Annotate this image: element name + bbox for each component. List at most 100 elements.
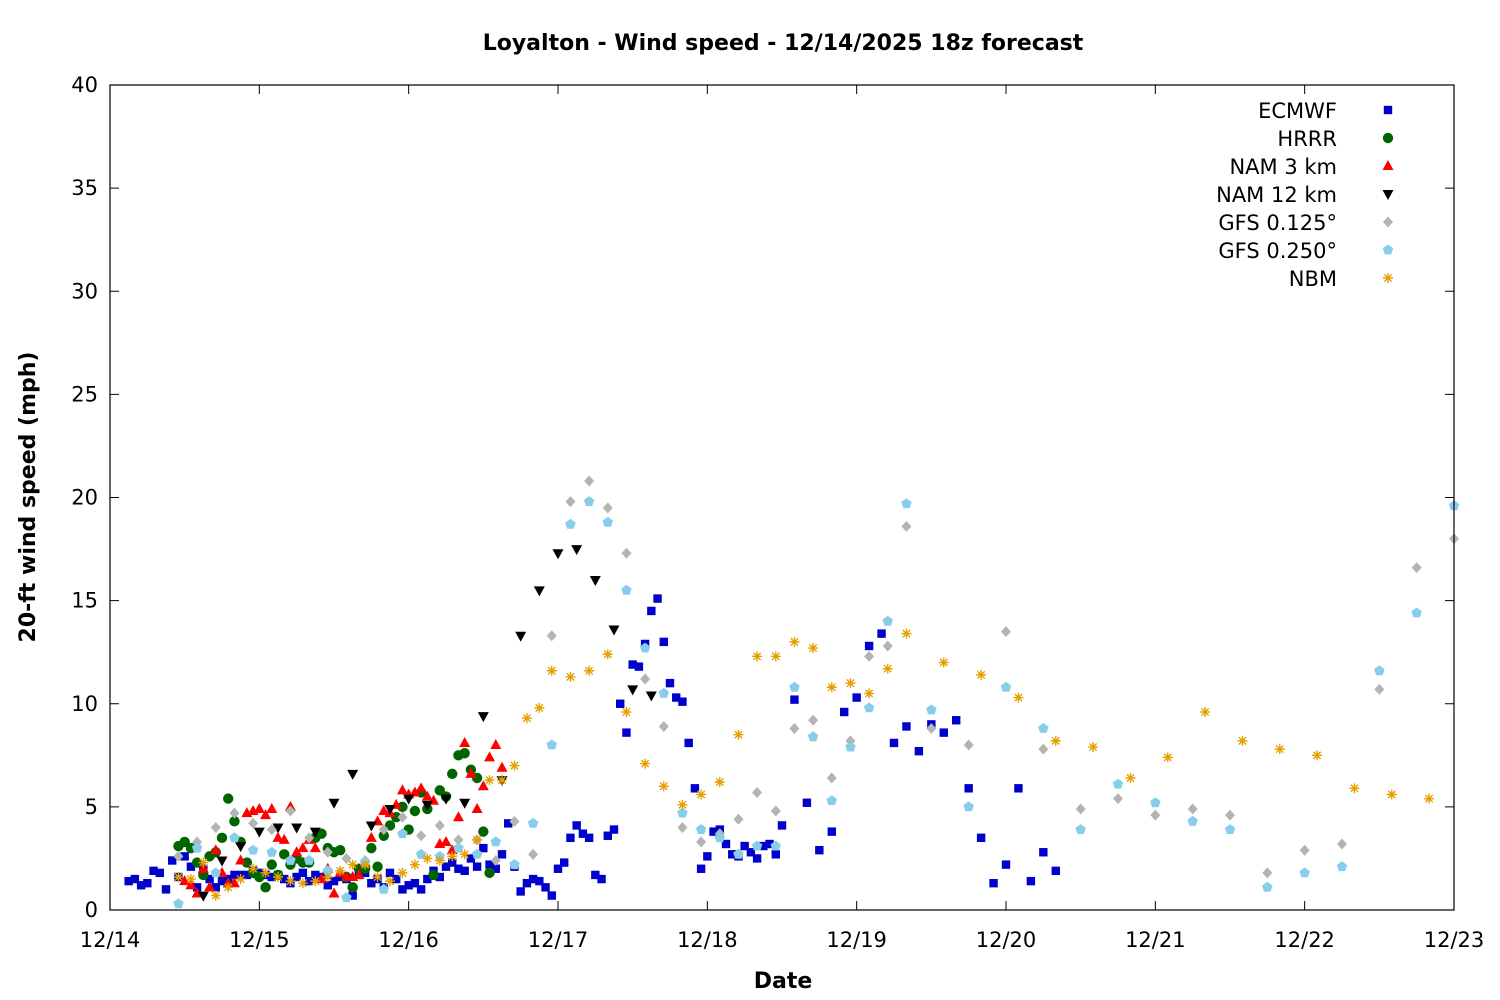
data-point xyxy=(565,518,576,529)
data-point xyxy=(591,870,600,880)
data-point xyxy=(205,874,214,884)
data-point xyxy=(584,665,595,676)
data-point xyxy=(447,768,458,780)
data-point xyxy=(1349,783,1360,794)
data-point xyxy=(341,892,352,903)
legend: ECMWF HRRR NAM 3 km NAM 12 km GFS 0.125° GFS … xyxy=(1216,99,1394,291)
y-tick-label: 40 xyxy=(71,73,98,97)
data-point xyxy=(938,657,949,668)
data-point xyxy=(490,836,501,847)
data-point xyxy=(415,782,427,793)
data-point xyxy=(191,857,203,868)
x-tick-label: 12/23 xyxy=(1424,928,1485,952)
data-point xyxy=(677,822,688,833)
data-point xyxy=(546,630,557,642)
data-point xyxy=(1299,844,1310,856)
data-point xyxy=(807,731,819,742)
data-point xyxy=(770,651,781,662)
data-point xyxy=(192,883,202,892)
data-point xyxy=(608,625,620,636)
data-point xyxy=(752,651,763,662)
data-point xyxy=(602,649,613,660)
data-point xyxy=(541,883,550,892)
data-point xyxy=(703,852,712,861)
legend-label: NBM xyxy=(1289,267,1337,291)
data-point xyxy=(421,790,433,801)
data-point xyxy=(877,629,886,638)
data-point xyxy=(322,865,333,876)
data-point xyxy=(484,751,496,762)
data-point xyxy=(628,660,637,669)
data-point xyxy=(1374,665,1385,676)
data-point xyxy=(609,825,619,834)
data-point xyxy=(229,807,240,819)
data-point xyxy=(565,671,576,682)
data-point xyxy=(297,842,309,853)
data-point xyxy=(882,615,893,626)
data-point xyxy=(976,669,987,680)
data-point xyxy=(528,874,538,884)
data-point xyxy=(659,637,668,647)
data-point xyxy=(484,867,495,879)
data-point xyxy=(515,631,527,642)
data-point xyxy=(223,793,234,804)
data-point xyxy=(278,833,290,844)
data-point xyxy=(173,872,184,882)
data-point xyxy=(1075,803,1086,815)
legend-label: NAM 12 km xyxy=(1216,183,1337,207)
data-point xyxy=(410,878,420,888)
x-tick-label: 12/16 xyxy=(378,928,439,952)
data-point xyxy=(709,827,718,836)
data-point xyxy=(230,870,239,880)
data-point xyxy=(311,870,320,880)
data-point xyxy=(777,821,787,830)
data-point xyxy=(266,859,277,870)
data-point xyxy=(452,811,464,822)
data-point xyxy=(1424,793,1435,804)
data-point xyxy=(752,854,762,863)
data-point xyxy=(423,874,432,884)
series-gfs-0-250 xyxy=(173,496,1460,909)
data-point xyxy=(161,885,171,894)
data-point xyxy=(285,855,296,865)
data-point xyxy=(584,833,594,843)
data-point xyxy=(566,833,575,843)
data-point xyxy=(247,844,259,855)
data-point xyxy=(733,729,744,740)
legend-label: NAM 3 km xyxy=(1229,155,1337,179)
data-point xyxy=(901,628,912,639)
legend-marker xyxy=(1383,216,1393,228)
data-point xyxy=(645,691,657,702)
data-point xyxy=(248,817,259,829)
data-point xyxy=(696,836,707,848)
data-point xyxy=(603,831,612,840)
data-point xyxy=(616,699,625,708)
data-point xyxy=(1312,750,1323,761)
data-point xyxy=(845,741,856,752)
data-point xyxy=(759,841,768,851)
x-tick-label: 12/19 xyxy=(826,928,887,952)
data-point xyxy=(378,830,389,841)
data-point xyxy=(396,784,408,795)
plot-area xyxy=(109,84,1460,911)
data-point xyxy=(397,801,408,813)
data-point xyxy=(752,786,763,798)
data-point xyxy=(253,802,265,813)
data-point xyxy=(328,887,340,898)
data-point xyxy=(696,789,707,800)
data-point xyxy=(441,862,451,871)
data-point xyxy=(882,663,893,674)
data-point xyxy=(336,872,345,882)
legend-marker xyxy=(1382,190,1394,200)
data-point xyxy=(211,883,220,892)
data-point xyxy=(421,800,433,811)
data-point xyxy=(298,868,308,878)
legend-label: GFS 0.125° xyxy=(1218,211,1337,235)
data-point xyxy=(328,798,340,809)
data-point xyxy=(204,881,216,892)
data-point xyxy=(484,775,495,786)
data-point xyxy=(198,857,209,868)
data-point xyxy=(260,809,272,820)
data-point xyxy=(347,859,358,870)
data-point xyxy=(485,860,494,869)
